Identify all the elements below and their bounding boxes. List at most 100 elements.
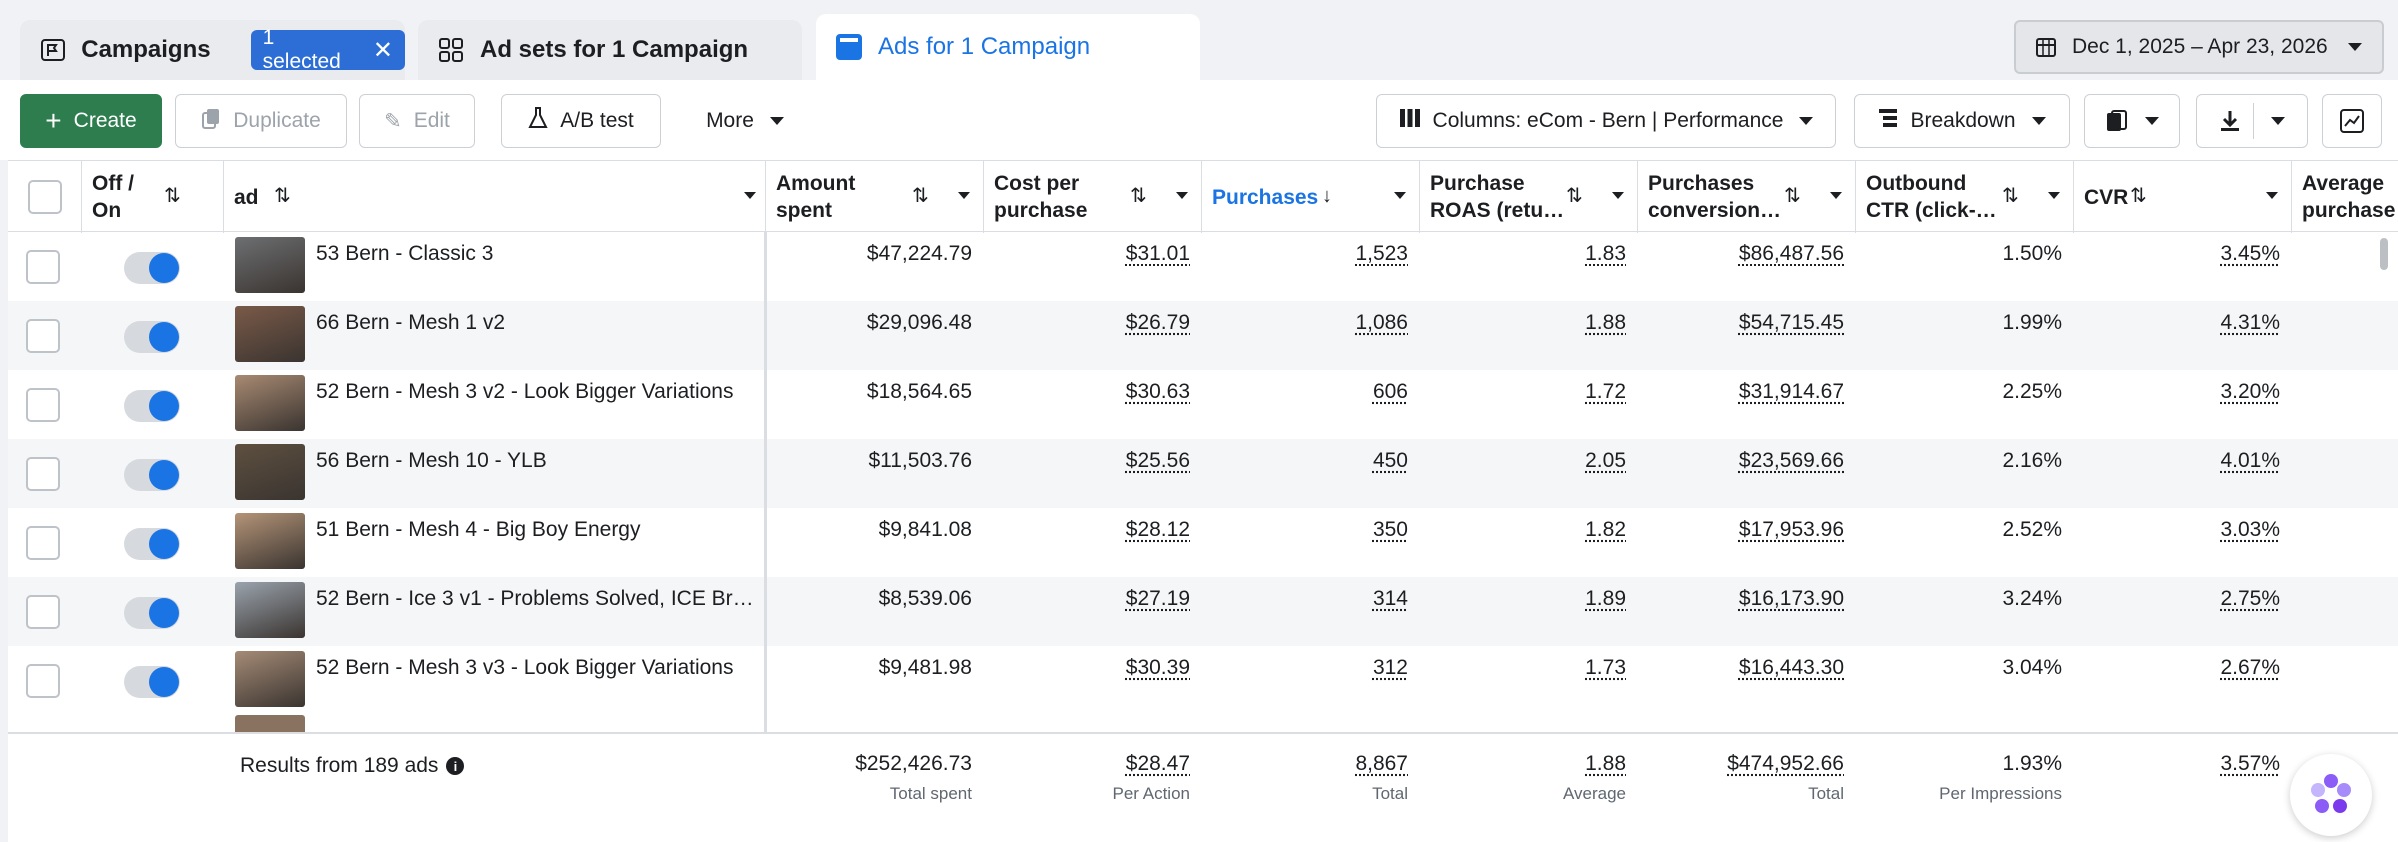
ad-thumbnail[interactable] <box>235 237 305 293</box>
ad-status-toggle[interactable] <box>124 597 180 629</box>
avg-cvr[interactable]: 3.57% <box>2074 752 2280 776</box>
cell-purchases[interactable]: 1,086 <box>1202 301 1408 370</box>
cell-roas[interactable]: 1.83 <box>1420 232 1626 301</box>
ad-name[interactable]: 56 Bern - Mesh 10 - YLB <box>316 449 547 472</box>
tab-ads[interactable]: Ads for 1 Campaign <box>816 14 1200 80</box>
ai-assistant-button[interactable] <box>2290 754 2372 836</box>
sort-icon[interactable]: ⇅ <box>1784 185 1801 207</box>
ad-name[interactable]: 52 Bern - Ice 3 v1 - Problems Solved, IC… <box>316 587 754 610</box>
cell-cpp[interactable]: $28.12 <box>984 508 1190 577</box>
breakdown-button[interactable]: Breakdown <box>1854 94 2070 148</box>
row-checkbox[interactable] <box>26 250 60 284</box>
table-row[interactable]: 51 Bern - Mesh 4 - Big Boy Energy $9,841.… <box>8 508 2398 577</box>
ad-status-toggle[interactable] <box>124 390 180 422</box>
cell-cpp[interactable]: $26.79 <box>984 301 1190 370</box>
info-icon[interactable]: i <box>446 757 465 775</box>
header-purchases[interactable]: Purchases ↓ <box>1202 161 1420 233</box>
cell-roas[interactable]: 2.05 <box>1420 439 1626 508</box>
ad-thumbnail[interactable] <box>235 582 305 638</box>
create-button[interactable]: + Create <box>20 94 162 148</box>
ab-test-button[interactable]: A/B test <box>501 94 661 148</box>
ad-status-toggle[interactable] <box>124 459 180 491</box>
edit-button[interactable]: ✎ Edit <box>359 94 475 148</box>
chevron-down-icon[interactable] <box>1830 192 1842 199</box>
tab-campaigns[interactable]: Campaigns 1 selected ✕ <box>20 20 405 80</box>
cell-purchases[interactable]: 1,523 <box>1202 232 1408 301</box>
sort-icon[interactable]: ⇅ <box>2130 185 2147 207</box>
header-cvr[interactable]: CVR ⇅ <box>2074 161 2292 233</box>
select-all-checkbox[interactable] <box>27 180 62 214</box>
header-roas[interactable]: Purchase ROAS (retu… ⇅ <box>1420 161 1638 233</box>
ad-status-toggle[interactable] <box>124 666 180 698</box>
cell-purchases[interactable]: 314 <box>1202 577 1408 646</box>
columns-button[interactable]: Columns: eCom - Bern | Performance <box>1376 94 1836 148</box>
chevron-down-icon[interactable] <box>1612 192 1624 199</box>
cell-conv[interactable]: $54,715.45 <box>1638 301 1844 370</box>
total-purchases[interactable]: 8,867 <box>1202 752 1408 776</box>
sort-icon[interactable]: ⇅ <box>274 185 291 207</box>
table-row[interactable]: 56 Bern - Mesh 10 - YLB $11,503.76 $25.56 4… <box>8 439 2398 508</box>
export-button[interactable] <box>2196 94 2308 148</box>
cell-roas[interactable]: 1.72 <box>1420 370 1626 439</box>
ad-thumbnail[interactable] <box>235 375 305 431</box>
cell-cvr[interactable]: 4.31% <box>2074 301 2280 370</box>
sort-icon[interactable]: ⇅ <box>2002 185 2019 207</box>
ad-thumbnail[interactable] <box>235 651 305 707</box>
row-checkbox[interactable] <box>26 526 60 560</box>
sort-icon[interactable]: ⇅ <box>164 185 181 207</box>
row-checkbox[interactable] <box>26 664 60 698</box>
ad-name[interactable]: 53 Bern - Classic 3 <box>316 242 494 265</box>
table-row[interactable]: 53 Bern - Classic 3 $47,224.79 $31.01 1,523… <box>8 232 2398 301</box>
chart-view-button[interactable] <box>2322 94 2382 148</box>
cell-cpp[interactable]: $27.19 <box>984 577 1190 646</box>
cell-purchases[interactable]: 450 <box>1202 439 1408 508</box>
cell-cvr[interactable]: 3.45% <box>2074 232 2280 301</box>
cell-cvr[interactable]: 3.20% <box>2074 370 2280 439</box>
table-row[interactable]: 52 Bern - Mesh 3 v3 - Look Bigger Variat… <box>8 646 2398 715</box>
row-checkbox[interactable] <box>26 319 60 353</box>
cell-cvr[interactable]: 4.01% <box>2074 439 2280 508</box>
cell-purchases[interactable]: 350 <box>1202 508 1408 577</box>
ad-status-toggle[interactable] <box>124 321 180 353</box>
tab-adsets[interactable]: Ad sets for 1 Campaign <box>418 20 802 80</box>
sort-desc-icon[interactable]: ↓ <box>1322 185 1332 207</box>
row-checkbox[interactable] <box>26 457 60 491</box>
cell-roas[interactable]: 1.82 <box>1420 508 1626 577</box>
header-conversion[interactable]: Purchases conversion… ⇅ <box>1638 161 1856 233</box>
cell-cpp[interactable]: $30.63 <box>984 370 1190 439</box>
ad-name[interactable]: 52 Bern - Mesh 3 v3 - Look Bigger Variat… <box>316 656 734 679</box>
cell-conv[interactable]: $23,569.66 <box>1638 439 1844 508</box>
ad-thumbnail[interactable] <box>235 306 305 362</box>
ad-thumbnail[interactable] <box>235 444 305 500</box>
avg-cpp[interactable]: $28.47 <box>984 752 1190 776</box>
chevron-down-icon[interactable] <box>1176 192 1188 199</box>
sort-icon[interactable]: ⇅ <box>1130 185 1147 207</box>
row-checkbox[interactable] <box>26 595 60 629</box>
chevron-down-icon[interactable] <box>2048 192 2060 199</box>
header-average[interactable]: Average purchase <box>2292 161 2398 233</box>
row-checkbox[interactable] <box>26 388 60 422</box>
cell-cvr[interactable]: 3.03% <box>2074 508 2280 577</box>
header-amount-spent[interactable]: Amount spent ⇅ <box>766 161 984 233</box>
header-cost-per-purchase[interactable]: Cost per purchase ⇅ <box>984 161 1202 233</box>
cell-roas[interactable]: 1.88 <box>1420 301 1626 370</box>
ad-status-toggle[interactable] <box>124 528 180 560</box>
sort-icon[interactable]: ⇅ <box>912 185 929 207</box>
cell-cpp[interactable]: $30.39 <box>984 646 1190 715</box>
avg-roas[interactable]: 1.88 <box>1420 752 1626 776</box>
more-button[interactable]: More <box>680 94 810 148</box>
table-row[interactable]: 52 Bern - Mesh 3 v2 - Look Bigger Variat… <box>8 370 2398 439</box>
ad-thumbnail[interactable] <box>235 513 305 569</box>
chevron-down-icon[interactable] <box>1394 192 1406 199</box>
header-off-on[interactable]: Off / On ⇅ <box>82 161 224 233</box>
ad-name[interactable]: 52 Bern - Mesh 3 v2 - Look Bigger Variat… <box>316 380 734 403</box>
table-row[interactable]: 52 Bern - Ice 3 v1 - Problems Solved, IC… <box>8 577 2398 646</box>
cell-roas[interactable]: 1.89 <box>1420 577 1626 646</box>
total-conversion[interactable]: $474,952.66 <box>1638 752 1844 776</box>
cell-roas[interactable]: 1.73 <box>1420 646 1626 715</box>
header-ad[interactable]: ad ⇅ <box>224 161 766 233</box>
vertical-scrollbar[interactable] <box>2380 238 2388 270</box>
sort-icon[interactable]: ⇅ <box>1566 185 1583 207</box>
cell-conv[interactable]: $16,443.30 <box>1638 646 1844 715</box>
cell-purchases[interactable]: 312 <box>1202 646 1408 715</box>
